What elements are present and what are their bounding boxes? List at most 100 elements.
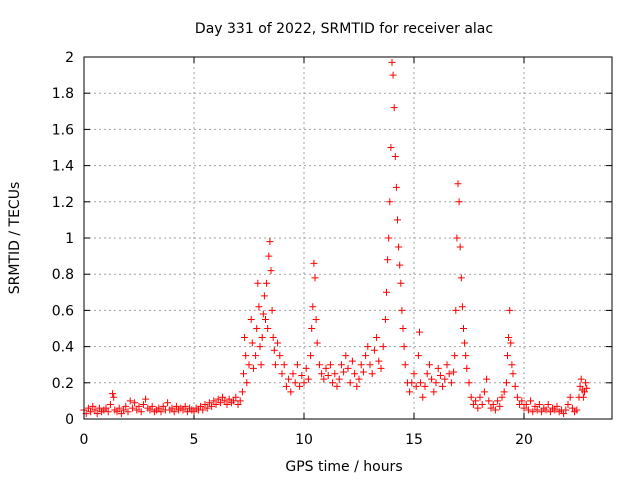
data-point — [472, 397, 480, 405]
data-point — [377, 364, 385, 372]
data-point — [462, 352, 470, 360]
data-point — [505, 334, 513, 342]
data-point — [302, 364, 310, 372]
data-point — [298, 372, 306, 380]
data-point — [476, 393, 484, 401]
data-point — [271, 361, 279, 369]
data-point — [291, 379, 299, 387]
data-point — [573, 406, 581, 414]
y-tick-label: 0.8 — [52, 267, 74, 283]
data-point — [542, 406, 550, 414]
data-point — [518, 397, 526, 405]
data-point — [386, 198, 394, 206]
data-point — [287, 388, 295, 396]
y-tick-label: 0.4 — [52, 340, 74, 356]
data-point — [469, 401, 477, 409]
data-point — [357, 361, 365, 369]
data-point — [458, 303, 466, 311]
data-point — [255, 303, 263, 311]
data-point — [351, 370, 359, 378]
data-point — [576, 382, 584, 390]
data-point — [397, 279, 405, 287]
data-point — [389, 71, 397, 79]
data-point — [276, 352, 284, 360]
data-point — [546, 408, 554, 416]
data-point — [324, 372, 332, 380]
data-point — [450, 368, 458, 376]
x-tick-label: 5 — [190, 432, 199, 448]
data-point — [390, 104, 398, 112]
data-point — [453, 234, 461, 242]
data-point — [366, 361, 374, 369]
data-point — [282, 382, 290, 390]
data-point — [395, 243, 403, 251]
data-point — [480, 388, 488, 396]
data-point — [106, 401, 114, 409]
y-tick-label: 1.8 — [52, 86, 74, 102]
data-point — [322, 364, 330, 372]
data-point — [381, 315, 389, 323]
data-point — [164, 399, 172, 407]
data-point — [183, 408, 191, 416]
data-point — [104, 408, 112, 416]
data-point — [348, 357, 356, 365]
x-axis-label: GPS time / hours — [285, 459, 402, 475]
data-point — [232, 393, 240, 401]
data-point — [91, 406, 99, 414]
data-point — [238, 388, 246, 396]
data-point — [148, 402, 156, 410]
data-point — [396, 261, 404, 269]
data-point — [310, 259, 318, 267]
data-point — [538, 408, 546, 416]
data-point — [582, 379, 590, 387]
data-point — [248, 339, 256, 347]
data-point — [485, 397, 493, 405]
data-point — [436, 372, 444, 380]
data-point — [387, 144, 395, 151]
data-point — [579, 393, 587, 401]
data-point — [89, 402, 97, 410]
data-point — [445, 370, 453, 378]
data-point — [394, 216, 401, 224]
data-point — [465, 379, 473, 387]
data-point — [93, 410, 101, 418]
data-point — [247, 315, 255, 323]
data-point — [401, 361, 409, 369]
data-point — [443, 361, 451, 369]
data-point — [285, 375, 293, 383]
data-point — [267, 267, 275, 275]
data-point — [221, 397, 229, 405]
data-point — [309, 303, 317, 311]
data-point — [379, 343, 387, 351]
data-point — [434, 364, 442, 372]
data-point — [208, 402, 216, 410]
data-point — [242, 352, 250, 360]
data-point — [318, 370, 326, 378]
y-tick-label: 1.4 — [52, 159, 74, 175]
data-point — [340, 368, 348, 376]
data-point — [223, 401, 231, 409]
data-point — [375, 357, 383, 365]
data-point — [263, 279, 271, 287]
data-point — [95, 404, 103, 412]
data-point — [544, 401, 552, 409]
y-tick-label: 0 — [65, 412, 74, 428]
y-tick-label: 2 — [65, 50, 74, 66]
data-point — [383, 288, 390, 296]
data-point — [388, 58, 396, 66]
data-point — [113, 408, 121, 416]
data-point — [581, 388, 588, 396]
data-point — [370, 346, 378, 354]
data-point — [362, 352, 370, 360]
data-point — [312, 315, 320, 323]
data-point — [199, 406, 207, 414]
data-point — [412, 382, 420, 390]
y-tick-label: 0.2 — [52, 376, 74, 392]
data-point — [252, 352, 260, 360]
data-point — [265, 252, 273, 260]
data-point — [373, 334, 381, 342]
data-point — [234, 401, 242, 409]
data-point — [214, 395, 222, 403]
data-point — [506, 306, 514, 314]
data-point — [307, 352, 315, 360]
